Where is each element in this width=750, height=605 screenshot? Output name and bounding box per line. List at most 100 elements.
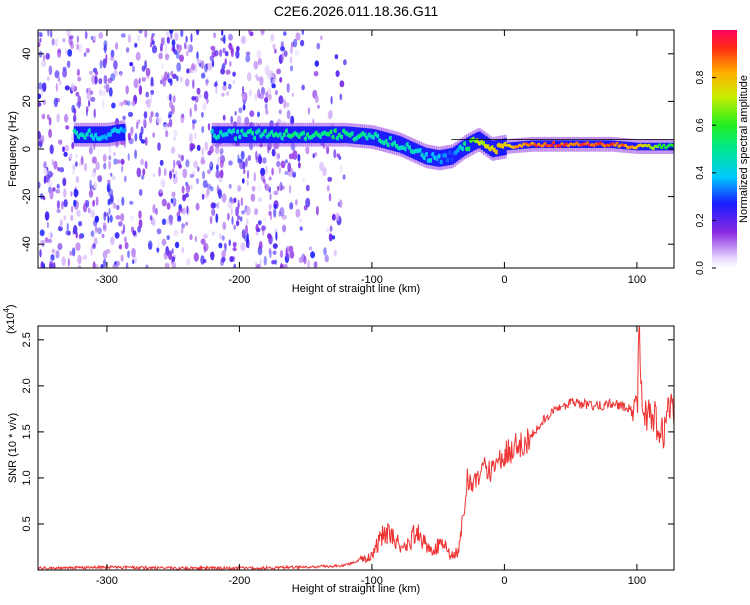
noise-speck bbox=[196, 144, 201, 151]
noise-speck bbox=[173, 136, 176, 141]
noise-speck bbox=[115, 215, 121, 220]
noise-speck bbox=[102, 90, 107, 96]
noise-speck bbox=[149, 116, 153, 124]
noise-speck bbox=[195, 202, 200, 211]
noise-speck bbox=[281, 52, 284, 62]
noise-speck bbox=[259, 76, 264, 86]
noise-speck bbox=[245, 224, 248, 235]
colorbar-tick-label: 0.0 bbox=[695, 261, 706, 275]
noise-speck bbox=[168, 250, 172, 260]
noise-speck bbox=[202, 259, 207, 264]
noise-speck bbox=[159, 43, 163, 52]
noise-speck bbox=[173, 229, 179, 237]
noise-speck bbox=[212, 202, 217, 209]
noise-speck bbox=[38, 181, 41, 189]
noise-speck bbox=[333, 149, 337, 159]
noise-speck bbox=[295, 208, 301, 218]
noise-speck bbox=[196, 166, 200, 172]
noise-speck bbox=[73, 188, 79, 198]
noise-speck bbox=[38, 130, 41, 140]
noise-speck bbox=[144, 30, 148, 38]
noise-speck bbox=[107, 198, 111, 206]
noise-speck bbox=[102, 258, 107, 268]
noise-speck bbox=[103, 84, 107, 89]
noise-speck bbox=[247, 30, 252, 35]
noise-speck bbox=[169, 30, 174, 34]
noise-speck bbox=[342, 174, 346, 180]
noise-speck bbox=[171, 39, 176, 47]
colorbar-label: Normalized spectral amplitude bbox=[738, 75, 750, 223]
noise-speck bbox=[203, 233, 208, 239]
noise-speck bbox=[48, 231, 52, 239]
noise-speck bbox=[271, 260, 276, 265]
noise-speck bbox=[190, 64, 196, 71]
snr-x-label: Height of straight line (km) bbox=[292, 583, 420, 595]
noise-speck bbox=[136, 121, 139, 130]
ridge-band bbox=[427, 148, 431, 165]
snr-y-label: SNR (10 * v/v) bbox=[7, 413, 19, 483]
noise-speck bbox=[237, 199, 240, 208]
ridge-band bbox=[232, 126, 236, 144]
noise-speck bbox=[102, 99, 105, 109]
noise-speck bbox=[83, 52, 87, 57]
snr-x-ticks: -300 -200 -100 0 100 bbox=[96, 326, 646, 587]
noise-speck bbox=[161, 198, 167, 207]
noise-speck bbox=[308, 246, 313, 251]
noise-speck bbox=[288, 245, 294, 253]
noise-speck bbox=[129, 62, 134, 67]
ridge-band bbox=[230, 126, 234, 144]
noise-speck bbox=[190, 143, 195, 148]
noise-speck bbox=[116, 159, 121, 165]
noise-speck bbox=[156, 117, 162, 124]
noise-speck bbox=[201, 193, 205, 200]
noise-speck bbox=[228, 239, 231, 247]
ridge-band bbox=[429, 148, 433, 166]
noise-speck bbox=[287, 162, 292, 173]
noise-speck bbox=[275, 231, 278, 241]
noise-speck bbox=[98, 78, 103, 85]
noise-speck bbox=[290, 115, 295, 126]
noise-speck bbox=[156, 247, 160, 253]
noise-speck bbox=[111, 175, 116, 181]
noise-speck bbox=[258, 197, 262, 202]
noise-speck bbox=[150, 89, 155, 95]
noise-speck bbox=[91, 169, 97, 178]
noise-speck bbox=[256, 263, 261, 268]
noise-speck bbox=[196, 87, 201, 95]
noise-speck bbox=[276, 160, 281, 168]
noise-speck bbox=[240, 242, 246, 252]
spectrogram-y-ticks: -40 -20 0 20 40 bbox=[21, 48, 674, 252]
noise-speck bbox=[193, 103, 198, 112]
noise-speck bbox=[201, 126, 205, 134]
noise-speck bbox=[97, 227, 102, 235]
noise-speck bbox=[71, 247, 76, 257]
noise-speck bbox=[138, 77, 141, 84]
noise-speck bbox=[165, 130, 169, 138]
noise-speck bbox=[215, 213, 219, 223]
noise-speck bbox=[109, 214, 113, 223]
noise-speck bbox=[161, 218, 167, 226]
noise-speck bbox=[289, 65, 294, 72]
noise-speck bbox=[305, 197, 311, 208]
noise-speck bbox=[53, 160, 58, 170]
noise-speck bbox=[94, 71, 99, 76]
noise-speck bbox=[301, 30, 305, 36]
noise-speck bbox=[279, 181, 283, 192]
noise-speck bbox=[339, 199, 343, 208]
ridge-band bbox=[400, 136, 404, 154]
colorbar-tick-label: 0.4 bbox=[695, 165, 706, 179]
noise-speck bbox=[73, 199, 77, 207]
noise-speck bbox=[216, 201, 220, 209]
ridge-band bbox=[237, 126, 240, 144]
ridge-band bbox=[466, 137, 469, 155]
noise-speck bbox=[118, 221, 123, 227]
noise-speck bbox=[185, 184, 191, 193]
noise-speck bbox=[181, 113, 185, 119]
x-tick-label: 0 bbox=[501, 274, 507, 286]
noise-speck bbox=[146, 98, 151, 109]
noise-speck bbox=[236, 115, 242, 125]
noise-speck bbox=[90, 96, 96, 102]
noise-speck bbox=[228, 183, 232, 189]
noise-speck bbox=[73, 114, 77, 123]
ridge-band bbox=[669, 142, 673, 151]
